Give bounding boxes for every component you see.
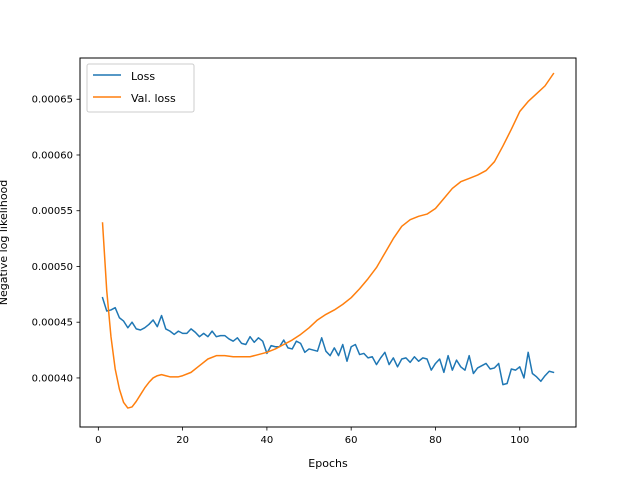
x-tick-label: 0 [95,435,101,446]
x-axis-label: Epochs [308,457,348,470]
x-tick-label: 100 [510,435,529,446]
y-tick-label: 0.00045 [32,318,73,329]
y-tick-label: 0.00050 [32,262,73,273]
x-tick-label: 80 [429,435,442,446]
x-tick-label: 40 [261,435,274,446]
plot-frame [79,57,577,428]
x-tick-label: 20 [176,435,189,446]
series-layer [101,72,555,409]
y-tick-label: 0.00060 [32,150,73,161]
legend-label-val-loss: Val. loss [131,92,176,105]
y-tick-label: 0.00065 [32,95,73,106]
y-tick-label: 0.00040 [32,373,73,384]
legend: Loss Val. loss [86,63,195,113]
y-axis-ticks: 0.00040 0.00045 0.00050 0.00055 0.00060 0.000… [32,95,80,384]
legend-label-loss: Loss [131,70,155,83]
legend-box [86,63,195,113]
y-tick-label: 0.00055 [32,206,73,217]
series-line-loss [101,296,555,386]
x-axis-ticks: 0 20 40 60 80 100 [95,427,529,446]
y-axis-label: Negative log likelihood [0,180,10,306]
series-line-val-loss [101,72,555,409]
x-tick-label: 60 [345,435,358,446]
